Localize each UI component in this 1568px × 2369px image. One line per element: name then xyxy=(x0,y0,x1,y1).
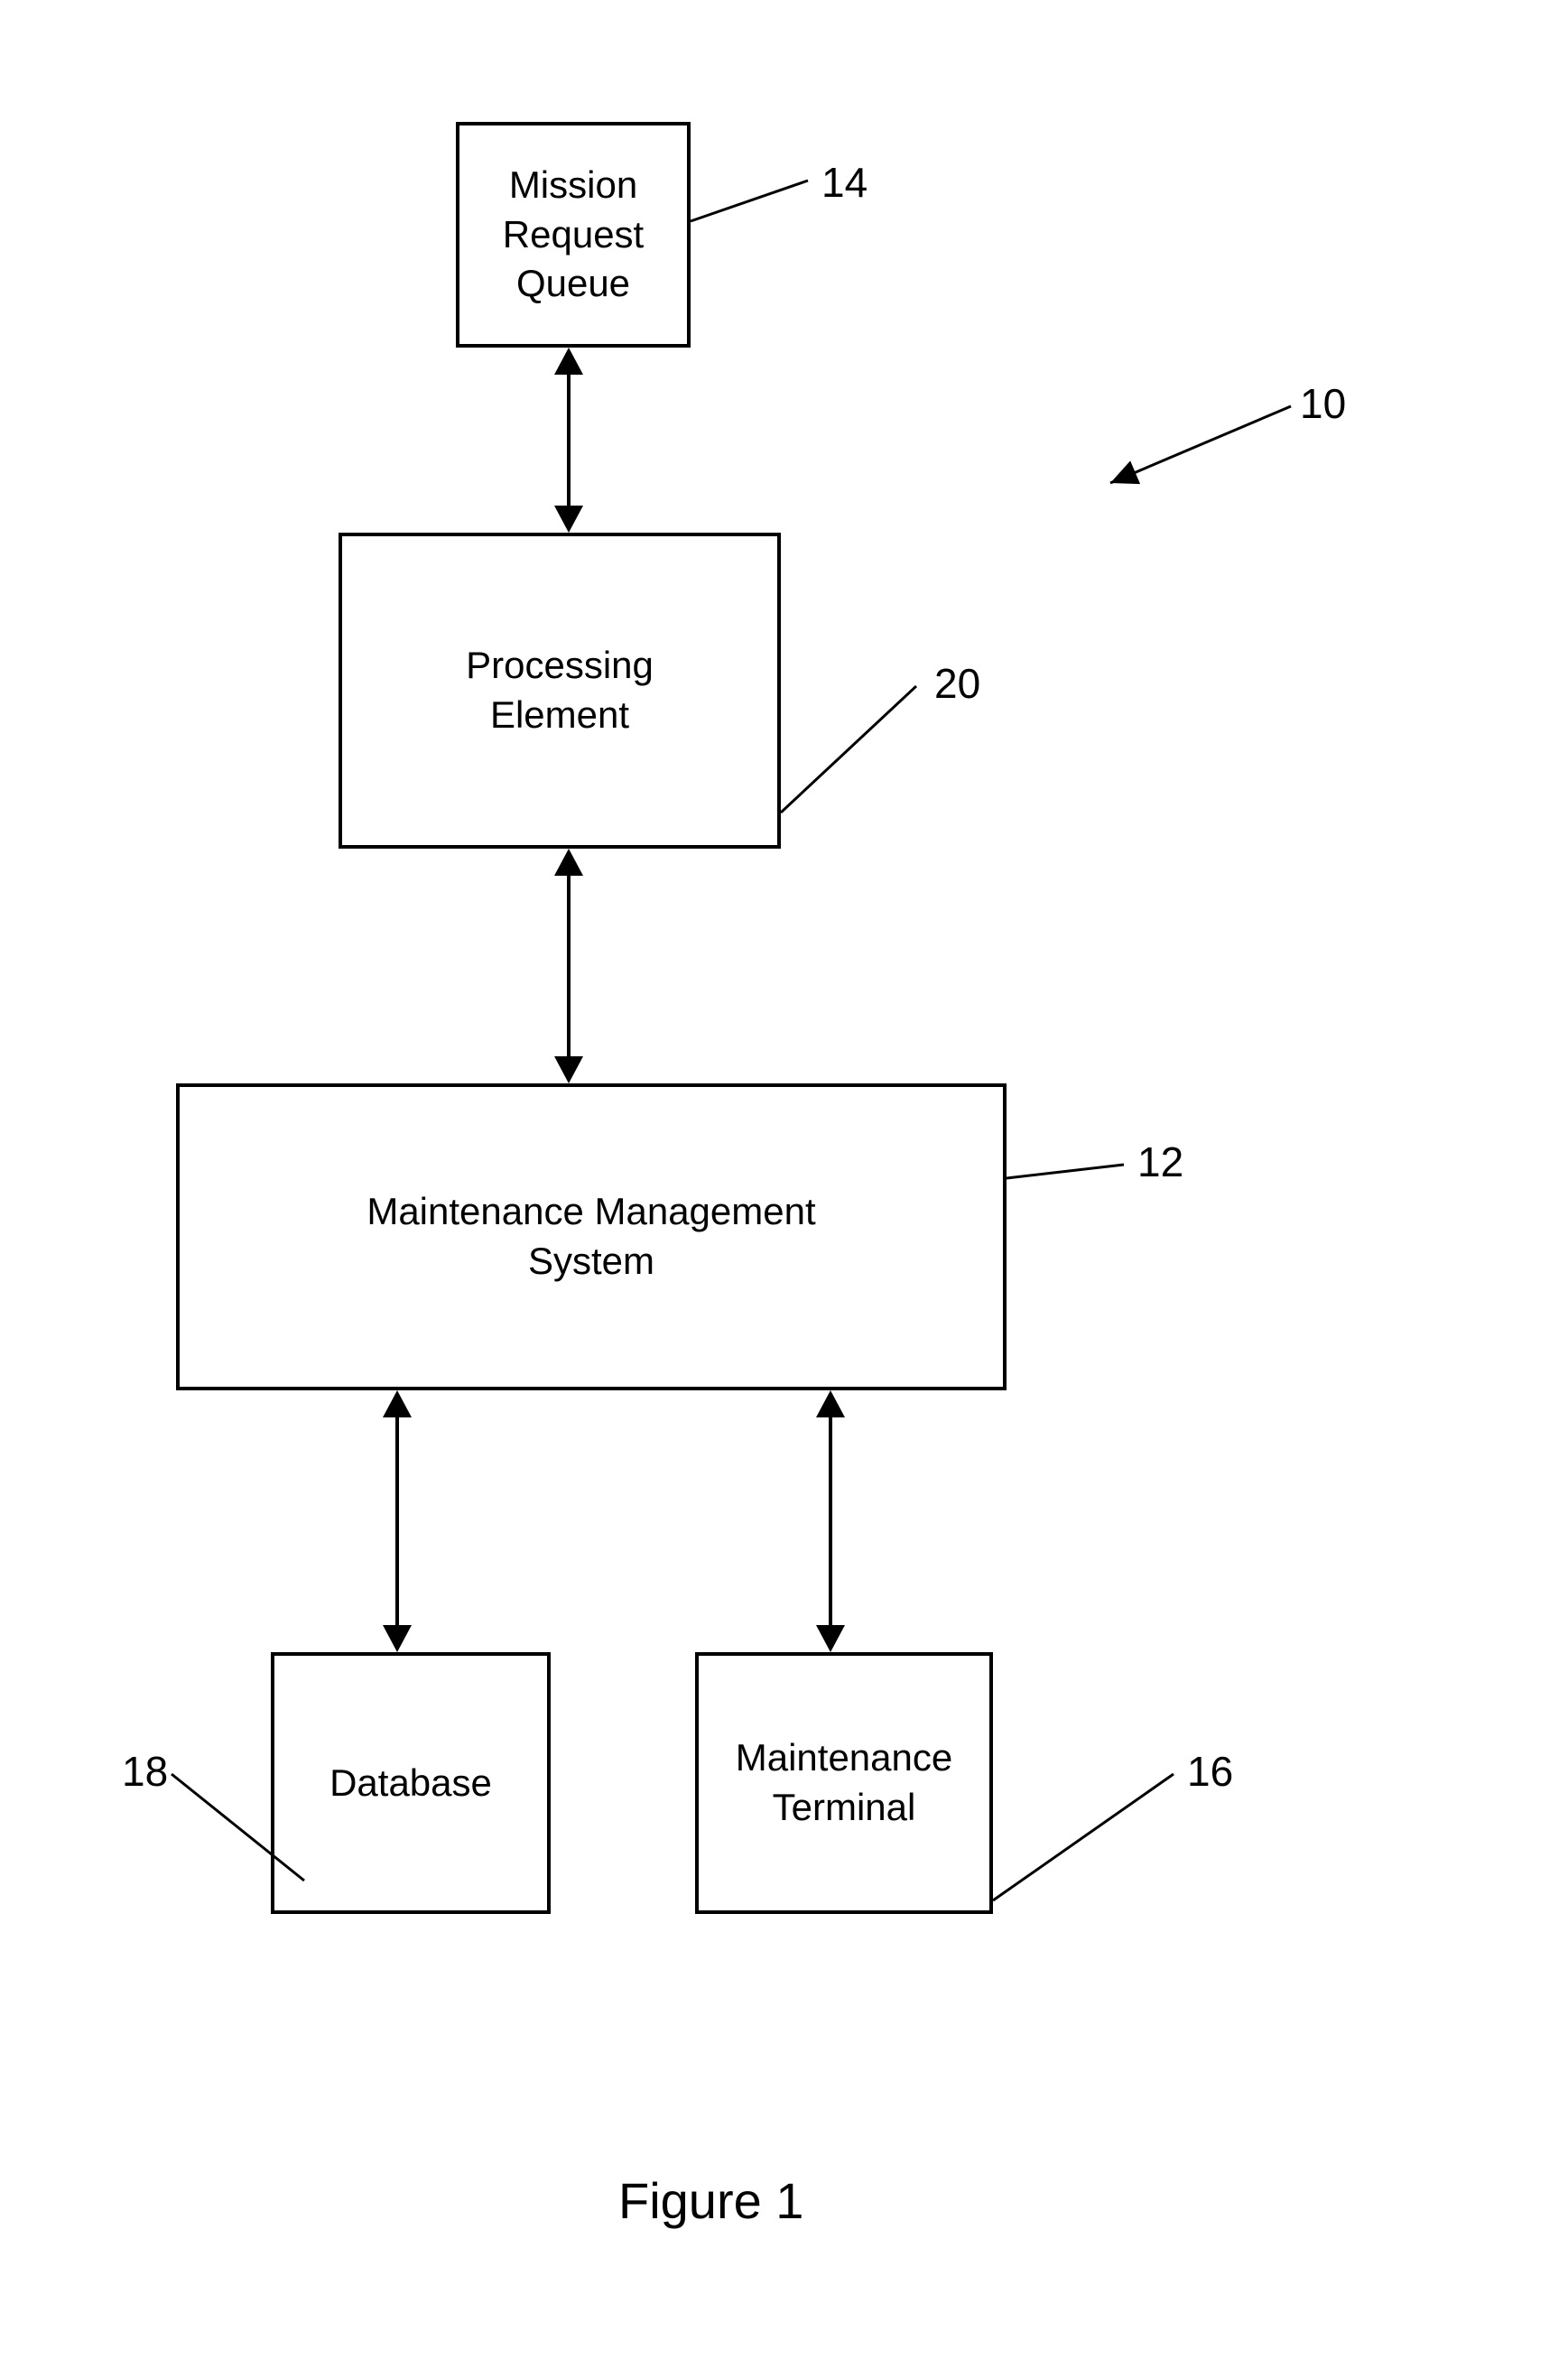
diagram-canvas: Mission Request QueueProcessing ElementM… xyxy=(0,0,1568,2369)
callout-label-16: 16 xyxy=(1187,1747,1233,1796)
figure-label: Figure 1 xyxy=(618,2171,803,2230)
callout-line xyxy=(0,0,1568,2369)
